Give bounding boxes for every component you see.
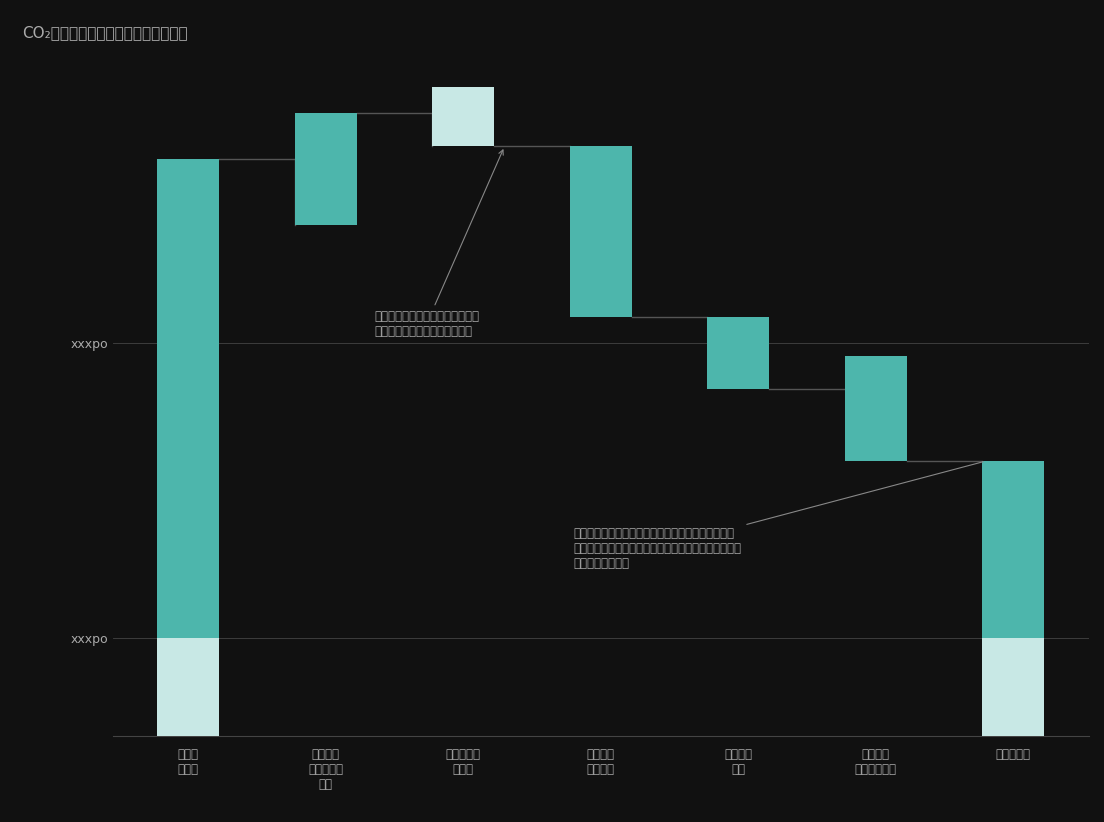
Text: 低炭素技術の普及や産業変革により、大幅な排出量
削減が必要。カーボンニュートラル実現に向けたプロ
グラムが進行中。: 低炭素技術の普及や産業変革により、大幅な排出量 削減が必要。カーボンニュートラル… [573, 462, 984, 570]
Text: 再生可能エネルギーやエネルギー
効率化による削減努力が必要。: 再生可能エネルギーやエネルギー 効率化による削減努力が必要。 [374, 150, 503, 338]
Text: CO₂排出量削減に向けたロードマップ: CO₂排出量削減に向けたロードマップ [22, 25, 188, 39]
Bar [158, 159, 220, 638]
Bar [708, 316, 769, 389]
Bar [983, 638, 1044, 737]
Bar [570, 146, 631, 316]
Bar [295, 113, 357, 225]
Bar [983, 461, 1044, 638]
Bar [433, 87, 495, 146]
Bar [845, 356, 906, 461]
Bar [158, 638, 220, 737]
